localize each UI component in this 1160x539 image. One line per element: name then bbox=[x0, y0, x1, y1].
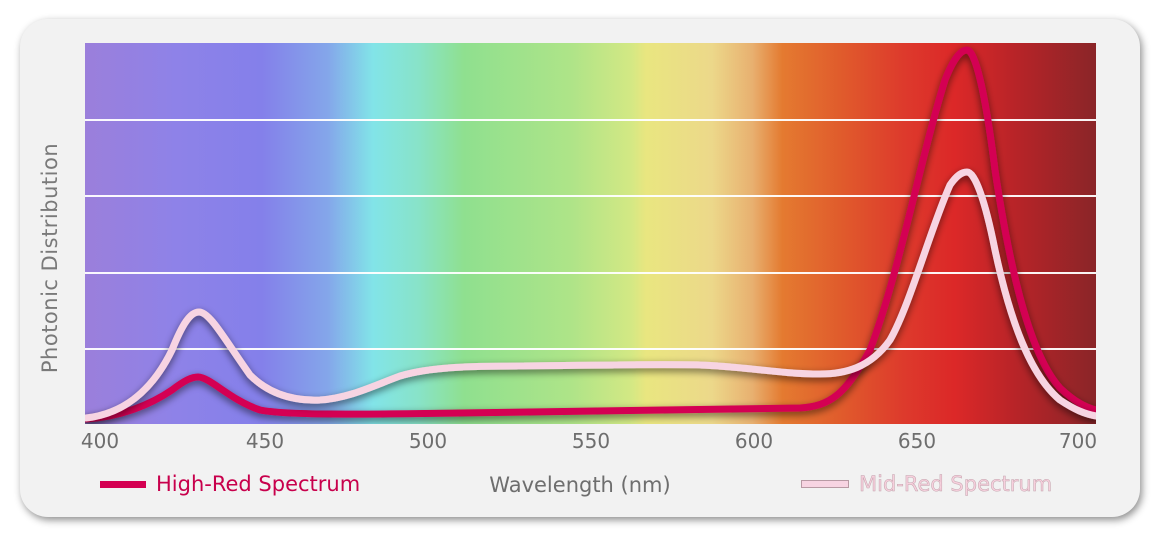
legend-label-high-red: High-Red Spectrum bbox=[156, 472, 361, 496]
high-red-curve bbox=[85, 46, 1096, 423]
x-tick-700: 700 bbox=[1058, 429, 1098, 453]
y-axis-label: Photonic Distribution bbox=[38, 142, 62, 374]
legend-swatch-mid-red bbox=[801, 480, 849, 488]
x-tick-550: 550 bbox=[571, 429, 611, 453]
x-tick-600: 600 bbox=[734, 429, 774, 453]
mid-red-curve bbox=[85, 168, 1096, 422]
legend-label-mid-red: Mid-Red Spectrum bbox=[859, 472, 1053, 497]
x-tick-500: 500 bbox=[408, 429, 448, 453]
x-axis-label: Wavelength (nm) bbox=[489, 473, 671, 497]
legend-item-mid-red: Mid-Red Spectrum bbox=[801, 472, 1052, 496]
gridline bbox=[85, 195, 1096, 197]
x-tick-400: 400 bbox=[80, 429, 120, 453]
gridline bbox=[85, 348, 1096, 350]
legend-item-high-red: High-Red Spectrum bbox=[100, 472, 360, 496]
gridline bbox=[85, 272, 1096, 274]
x-tick-650: 650 bbox=[897, 429, 937, 453]
legend-swatch-high-red bbox=[100, 480, 146, 488]
gridline bbox=[85, 119, 1096, 121]
plot-area-spectrum-background bbox=[85, 43, 1096, 424]
x-tick-450: 450 bbox=[245, 429, 285, 453]
